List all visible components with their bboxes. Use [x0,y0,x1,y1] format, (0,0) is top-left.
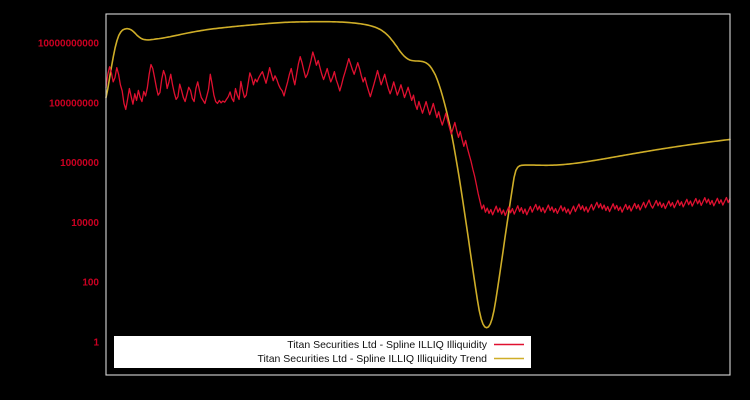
plot-area-background [106,14,730,375]
plot-frame-border [105,13,731,376]
y-axis-tick-labels: 10000000000 100000000 1000000 10000 100 1 [38,39,100,349]
legend-background [114,336,531,368]
legend-entry-1-label: Titan Securities Ltd - Spline ILLIQ Illi… [257,353,487,365]
legend[interactable]: Titan Securities Ltd - Spline ILLIQ Illi… [114,336,531,368]
y-tick-label: 100000000 [49,98,99,109]
y-tick-label: 1 [93,338,99,349]
trend-series-line [105,20,731,329]
legend-entry-0-label: Titan Securities Ltd - Spline ILLIQ Illi… [287,339,488,351]
y-tick-label: 1000000 [60,158,99,169]
illiquidity-series-line [105,51,731,217]
y-tick-label: 10000000000 [38,39,100,50]
y-tick-label: 100 [82,278,99,289]
y-tick-label: 10000 [71,218,99,229]
